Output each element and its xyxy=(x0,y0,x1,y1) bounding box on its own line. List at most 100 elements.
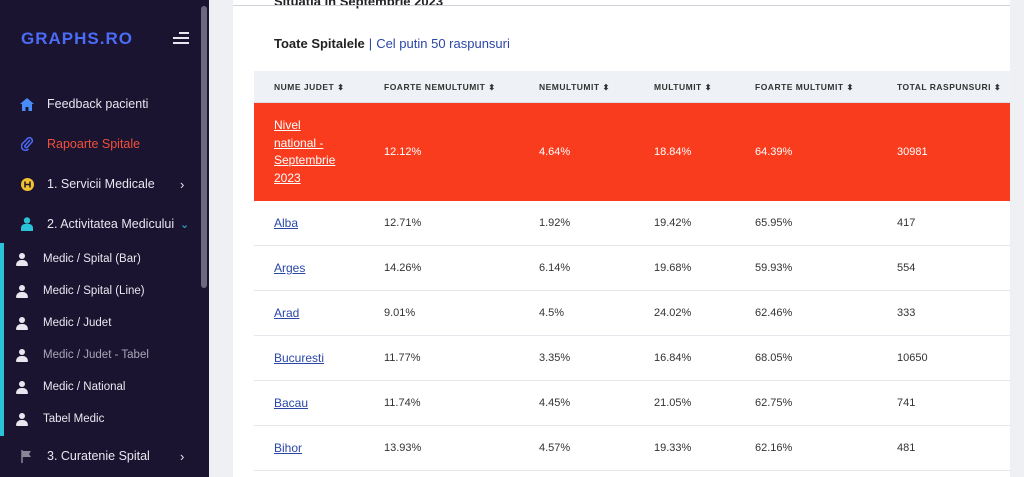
sidebar-scrollbar[interactable] xyxy=(201,6,207,288)
page-title: Situatia in Septembrie 2023 xyxy=(274,0,444,9)
home-icon xyxy=(20,97,34,111)
person-icon xyxy=(16,380,28,394)
sort-icon: ⬍ xyxy=(846,83,854,92)
cell-multumit: 18.84% xyxy=(654,146,692,158)
sidebar-item-servicii[interactable]: 1. Servicii Medicale › xyxy=(0,170,200,198)
cell-nemultumit: 3.35% xyxy=(539,352,571,364)
cell-foarte-multumit: 62.75% xyxy=(755,397,793,409)
cell-foarte-nemultumit: 11.74% xyxy=(384,397,421,409)
menu-toggle-icon[interactable] xyxy=(173,32,189,46)
sidebar-item-feedback[interactable]: Feedback pacienti xyxy=(0,90,200,118)
chevron-right-icon: › xyxy=(180,176,185,192)
sidebar-item-label: 2. Activitatea Medicului xyxy=(47,217,175,231)
sort-icon: ⬍ xyxy=(704,83,712,92)
table-row: Bacau 11.74% 4.45% 21.05% 62.75% 741 xyxy=(254,381,1010,426)
cell-nemultumit: 4.5% xyxy=(539,307,565,319)
cell-nemultumit: 4.45% xyxy=(539,397,571,409)
cell-foarte-multumit: 65.95% xyxy=(755,217,793,229)
table-row: Bihor 13.93% 4.57% 19.33% 62.16% 481 xyxy=(254,426,1010,471)
cell-foarte-multumit: 59.93% xyxy=(755,262,793,274)
person-icon xyxy=(16,316,28,330)
table-row: Bucuresti 11.77% 3.35% 16.84% 68.05% 106… xyxy=(254,336,1010,381)
row-name-link[interactable]: Arad xyxy=(274,306,300,320)
column-header-nume-judet[interactable]: NUME JUDET ⬍ xyxy=(274,82,345,92)
sidebar-subitem-medic-national[interactable]: Medic / National xyxy=(0,374,200,400)
cell-foarte-multumit: 68.05% xyxy=(755,352,793,364)
sidebar-subitem-tabel-medic[interactable]: Tabel Medic xyxy=(0,406,200,432)
person-icon xyxy=(16,284,28,298)
cell-foarte-nemultumit: 11.77% xyxy=(384,352,421,364)
cell-foarte-multumit: 62.16% xyxy=(755,442,793,454)
sort-icon: ⬍ xyxy=(602,83,610,92)
column-header-total-raspunsuri[interactable]: TOTAL RASPUNSURI ⬍ xyxy=(897,82,1002,92)
cell-total-raspunsuri: 30981 xyxy=(897,146,928,158)
column-header-foarte-nemultumit[interactable]: FOARTE NEMULTUMIT ⬍ xyxy=(384,82,496,92)
cell-multumit: 19.68% xyxy=(654,262,692,274)
sidebar-subitem-label: Tabel Medic xyxy=(43,413,105,425)
table-row-national: Nivel national - Septembrie 2023 12.12% … xyxy=(254,103,1010,201)
row-name-link[interactable]: Arges xyxy=(274,261,306,275)
sidebar-subitem-label: Medic / Judet xyxy=(43,317,112,329)
row-name-link[interactable]: Bihor xyxy=(274,441,303,455)
sidebar-item-activitatea[interactable]: 2. Activitatea Medicului ⌄ xyxy=(0,210,200,238)
table-header: NUME JUDET ⬍ FOARTE NEMULTUMIT ⬍ NEMULTUMI… xyxy=(254,71,1010,103)
flag-icon xyxy=(20,449,34,463)
cell-foarte-multumit: 62.46% xyxy=(755,307,793,319)
sidebar-item-rapoarte[interactable]: Rapoarte Spitale xyxy=(0,130,200,158)
table-subtitle: Toate Spitalele | Cel putin 50 raspunsuri xyxy=(274,36,510,51)
sort-icon: ⬍ xyxy=(993,83,1002,92)
sidebar-subitem-medic-spital-line[interactable]: Medic / Spital (Line) xyxy=(0,278,200,304)
subtitle-separator: | xyxy=(368,36,373,51)
sidebar-subitem-label: Medic / Judet - Tabel xyxy=(43,349,149,361)
sidebar-item-label: 3. Curatenie Spital xyxy=(47,449,150,463)
cell-total-raspunsuri: 417 xyxy=(897,217,916,229)
cell-multumit: 24.02% xyxy=(654,307,692,319)
cell-multumit: 21.05% xyxy=(654,397,692,409)
sidebar-subitem-medic-spital-bar[interactable]: Medic / Spital (Bar) xyxy=(0,246,200,272)
row-name-link[interactable]: Bucuresti xyxy=(274,351,325,365)
cell-nemultumit: 1.92% xyxy=(539,217,571,229)
paperclip-icon xyxy=(20,137,34,151)
subtitle-bold: Toate Spitalele xyxy=(274,36,365,51)
cell-foarte-nemultumit: 9.01% xyxy=(384,307,416,319)
cell-nemultumit: 4.64% xyxy=(539,146,571,158)
cell-foarte-multumit: 64.39% xyxy=(755,146,793,158)
subtitle-filter: Cel putin 50 raspunsuri xyxy=(376,36,510,51)
column-header-foarte-multumit[interactable]: FOARTE MULTUMIT ⬍ xyxy=(755,82,854,92)
cell-foarte-nemultumit: 13.93% xyxy=(384,442,422,454)
cell-total-raspunsuri: 741 xyxy=(897,397,916,409)
sidebar-subitem-label: Medic / National xyxy=(43,381,126,393)
cell-multumit: 19.42% xyxy=(654,217,692,229)
sidebar-subitem-medic-judet[interactable]: Medic / Judet xyxy=(0,310,200,336)
sidebar-item-label: Rapoarte Spitale xyxy=(47,137,141,151)
row-name-link[interactable]: Bacau xyxy=(274,396,309,410)
cell-total-raspunsuri: 481 xyxy=(897,442,916,454)
hospital-icon xyxy=(20,177,34,191)
column-header-nemultumit[interactable]: NEMULTUMIT ⬍ xyxy=(539,82,610,92)
cell-nemultumit: 6.14% xyxy=(539,262,571,274)
person-icon xyxy=(16,348,28,362)
cell-nemultumit: 4.57% xyxy=(539,442,571,454)
row-name-link[interactable]: Nivel national - Septembrie 2023 xyxy=(274,118,336,185)
content-gutter-right xyxy=(1010,0,1024,477)
sidebar-subitem-label: Medic / Spital (Bar) xyxy=(43,253,141,265)
top-divider xyxy=(233,5,1010,6)
chevron-right-icon: › xyxy=(180,448,185,464)
cell-foarte-nemultumit: 12.71% xyxy=(384,217,422,229)
person-icon xyxy=(16,252,28,266)
sidebar-item-curatenie[interactable]: 3. Curatenie Spital › xyxy=(0,442,200,470)
chevron-down-icon: ⌄ xyxy=(180,218,190,231)
person-icon xyxy=(16,412,28,426)
sidebar-subitem-label: Medic / Spital (Line) xyxy=(43,285,145,297)
brand-logo[interactable]: GRAPHS.RO xyxy=(21,29,133,48)
table-row: Arges 14.26% 6.14% 19.68% 59.93% 554 xyxy=(254,246,1010,291)
table-row: Arad 9.01% 4.5% 24.02% 62.46% 333 xyxy=(254,291,1010,336)
doctor-icon xyxy=(20,217,34,231)
row-name-link[interactable]: Alba xyxy=(274,216,299,230)
cell-total-raspunsuri: 10650 xyxy=(897,352,928,364)
active-section-indicator xyxy=(0,243,4,436)
table-row: Alba 12.71% 1.92% 19.42% 65.95% 417 xyxy=(254,201,1010,246)
sidebar-subitem-medic-judet-tabel[interactable]: Medic / Judet - Tabel xyxy=(0,342,200,368)
content-gutter xyxy=(209,0,233,477)
column-header-multumit[interactable]: MULTUMIT ⬍ xyxy=(654,82,712,92)
